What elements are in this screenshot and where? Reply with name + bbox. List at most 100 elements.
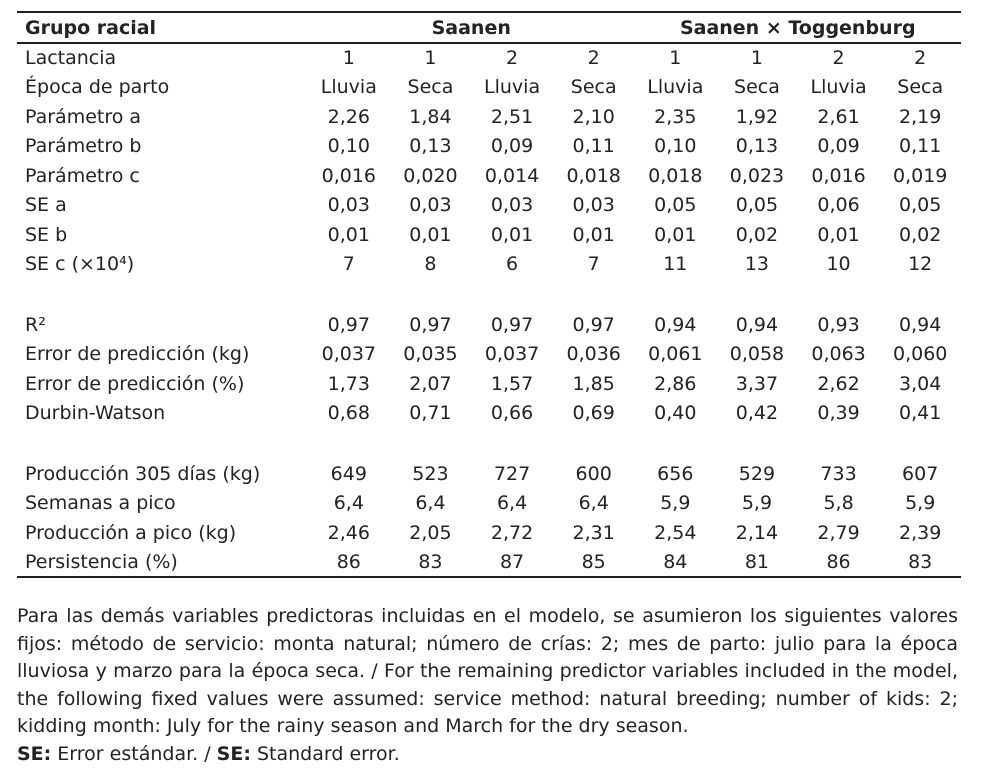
- table-row: Durbin-Watson 0,68 0,71 0,66 0,69 0,40 0,42 0,3…: [17, 399, 961, 429]
- data-cell: 0,058: [729, 343, 785, 366]
- data-cell: Seca: [897, 76, 944, 99]
- data-cell: 2,86: [654, 372, 697, 395]
- data-cell: 0,05: [899, 194, 942, 217]
- data-cell: 1: [669, 47, 682, 70]
- data-cell: 0,94: [654, 313, 697, 336]
- data-cell: 0,97: [327, 313, 370, 336]
- data-cell: Lluvia: [484, 76, 541, 99]
- data-cell: 6,4: [415, 492, 446, 515]
- spacer-row: [17, 428, 961, 459]
- data-cell: 2,79: [817, 521, 860, 544]
- data-cell: 2,07: [409, 372, 452, 395]
- data-cell: Seca: [570, 76, 617, 99]
- data-cell: Seca: [734, 76, 780, 99]
- data-cell: 1,85: [572, 372, 615, 395]
- data-cell: 5,9: [741, 492, 773, 515]
- data-cell: 0,018: [566, 164, 621, 187]
- data-cell: 2,19: [899, 105, 942, 128]
- data-cell: 1,73: [327, 372, 370, 395]
- data-cell: 0,11: [572, 135, 615, 158]
- spacer-cell: [17, 279, 961, 310]
- spacer-cell: [17, 428, 961, 459]
- data-cell: 1: [424, 47, 437, 70]
- data-cell: 5,9: [905, 492, 936, 515]
- row-label: R²: [25, 313, 46, 336]
- data-cell: 0,018: [648, 164, 703, 187]
- data-cell: 6: [506, 253, 519, 276]
- data-cell: 600: [575, 462, 612, 485]
- group-header-saanen-toggenburg: Saanen × Toggenburg: [679, 16, 916, 39]
- row-label: Producción 305 días (kg): [25, 462, 261, 485]
- spacer-row: [17, 279, 961, 310]
- table-body: Lactancia 1 1 2 2 1 1 2 2 Época de parto Lluvia Sec…: [17, 43, 961, 577]
- data-cell: 2,72: [490, 521, 534, 544]
- table-row: Lactancia 1 1 2 2 1 1 2 2: [17, 43, 961, 73]
- data-cell: 7: [342, 253, 355, 276]
- data-cell: 649: [330, 462, 367, 485]
- data-cell: 727: [493, 462, 531, 485]
- data-cell: 2,26: [327, 105, 370, 128]
- data-cell: 0,014: [484, 164, 540, 187]
- data-cell: 0,03: [409, 194, 452, 217]
- data-cell: 0,42: [735, 402, 779, 425]
- data-cell: 523: [412, 462, 449, 485]
- data-cell: 0,41: [899, 402, 942, 425]
- data-cell: 0,03: [490, 194, 534, 217]
- data-cell: 87: [499, 550, 525, 573]
- data-cell: 0,019: [892, 164, 948, 187]
- data-cell: 8: [424, 253, 437, 276]
- data-cell: Lluvia: [810, 76, 867, 99]
- results-table: Grupo racial Saanen Saanen × Toggenburg …: [17, 11, 961, 578]
- data-cell: 0,13: [409, 135, 452, 158]
- table-row: Parámetro a 2,26 1,84 2,51 2,10 2,35 1,92 2,61 2…: [17, 102, 961, 132]
- data-cell: 6,4: [578, 492, 609, 515]
- data-cell: 6,4: [496, 492, 528, 515]
- data-cell: 0,13: [735, 135, 779, 158]
- data-cell: 2,54: [654, 521, 697, 544]
- data-cell: 0,02: [735, 223, 779, 246]
- data-cell: 0,035: [403, 343, 458, 366]
- footnote-se-line: SE: Error estándar. / SE: Standard error…: [17, 741, 958, 769]
- row-label: SE c (×10⁴): [25, 253, 135, 276]
- data-cell: 5,8: [823, 492, 854, 515]
- data-cell: 83: [908, 550, 933, 573]
- data-cell: 3,04: [899, 372, 942, 395]
- se-text: Error estándar. /: [51, 742, 217, 765]
- data-cell: 1: [342, 47, 355, 70]
- data-cell: 2,35: [654, 105, 697, 128]
- row-label: SE b: [25, 223, 68, 246]
- data-cell: 1,92: [735, 105, 779, 128]
- data-cell: 1,84: [409, 105, 452, 128]
- data-cell: 0,03: [572, 194, 615, 217]
- data-cell: 0,061: [648, 343, 703, 366]
- row-label: Error de predicción (kg): [25, 343, 250, 366]
- data-cell: 0,11: [899, 135, 942, 158]
- data-cell: 607: [902, 462, 939, 485]
- table-row: Semanas a pico 6,4 6,4 6,4 6,4 5,9 5,9 5,8 5,9: [17, 489, 961, 519]
- row-label: Semanas a pico: [25, 492, 176, 515]
- data-cell: 0,40: [654, 402, 697, 425]
- data-cell: 0,94: [735, 313, 779, 336]
- data-cell: 529: [738, 462, 776, 485]
- data-cell: 0,10: [327, 135, 370, 158]
- data-cell: 0,060: [892, 343, 948, 366]
- data-cell: 0,01: [327, 223, 370, 246]
- data-cell: 0,01: [409, 223, 452, 246]
- data-cell: 0,97: [409, 313, 452, 336]
- data-cell: 0,39: [817, 402, 860, 425]
- data-cell: 0,09: [817, 135, 860, 158]
- data-cell: 0,023: [729, 164, 785, 187]
- data-cell: 733: [820, 462, 857, 485]
- se-abbreviation: SE:: [216, 742, 251, 765]
- data-cell: 0,97: [572, 313, 615, 336]
- row-label: Persistencia (%): [25, 550, 178, 573]
- data-cell: 0,66: [490, 402, 534, 425]
- row-label: Parámetro c: [25, 164, 140, 187]
- data-cell: 1,57: [490, 372, 534, 395]
- table-row: Época de parto Lluvia Seca Lluvia Seca Lluvia…: [17, 73, 961, 103]
- data-cell: 1: [750, 47, 763, 70]
- table-row: Parámetro b 0,10 0,13 0,09 0,11 0,10 0,13 0,09 0…: [17, 132, 961, 162]
- table-row: Error de predicción (kg) 0,037 0,035 0,037 0…: [17, 340, 961, 370]
- data-cell: 0,01: [572, 223, 615, 246]
- table-row: SE b 0,01 0,01 0,01 0,01 0,01 0,02 0,01 0,02: [17, 220, 961, 250]
